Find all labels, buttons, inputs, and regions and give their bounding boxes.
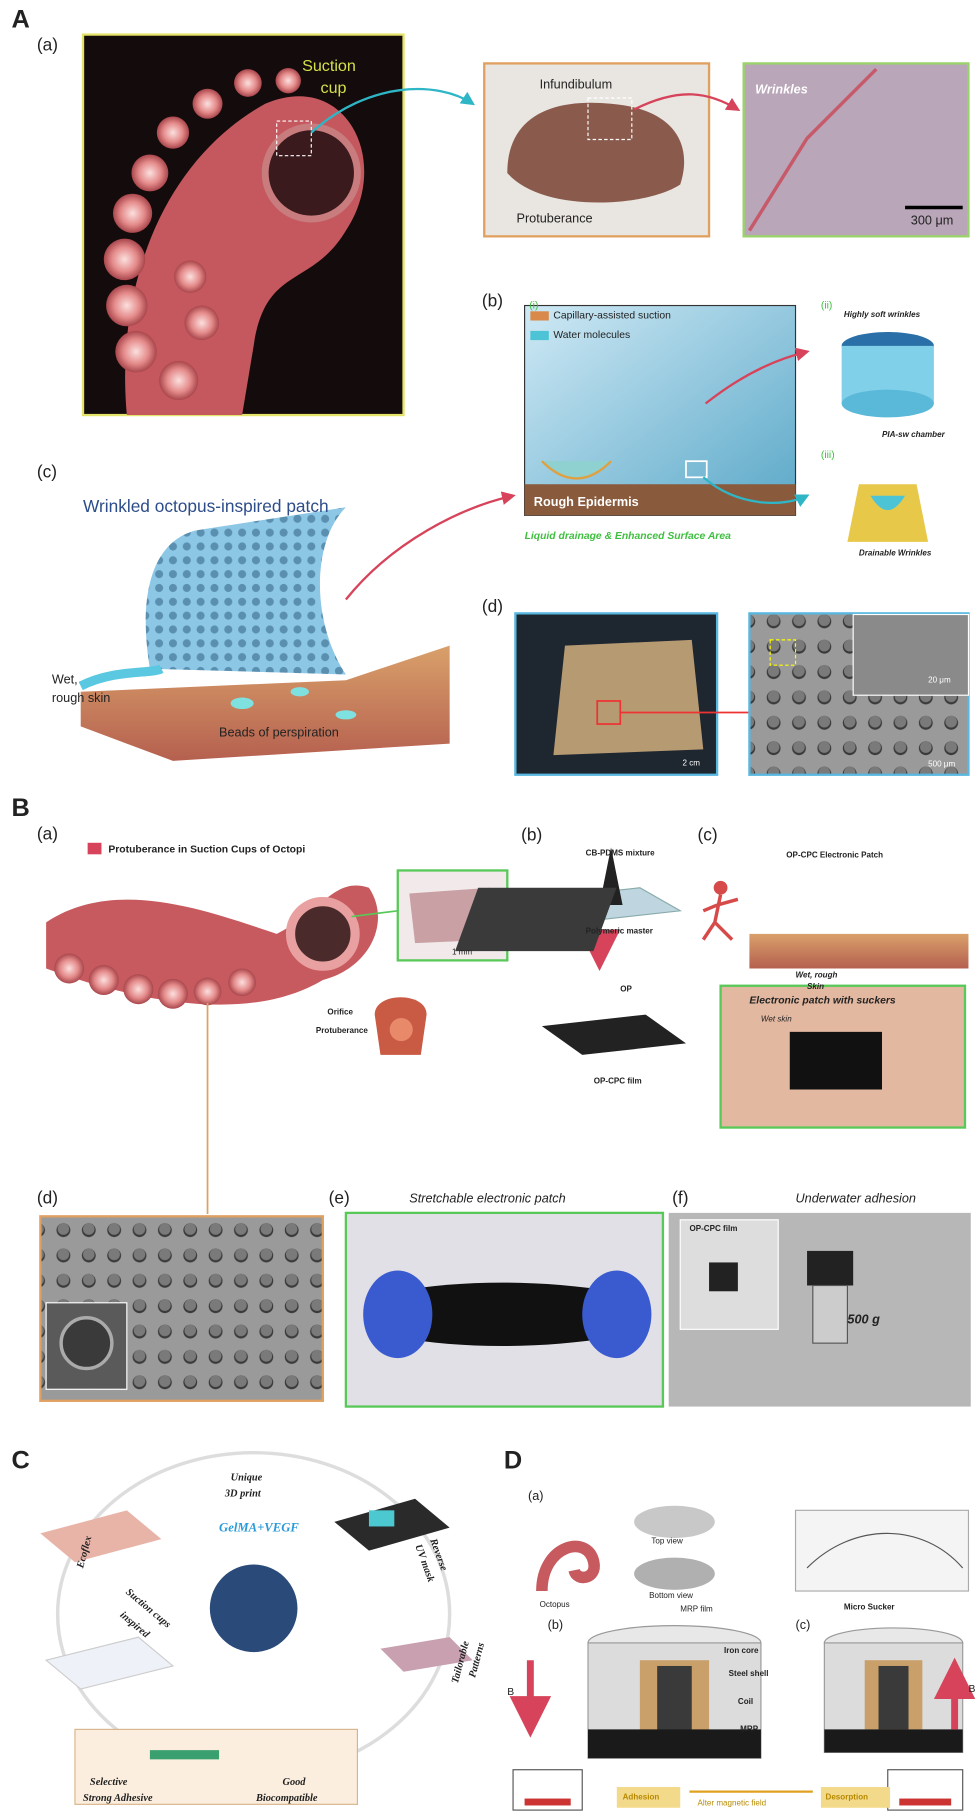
label: 20 μm (928, 675, 951, 684)
label: Protuberance in Suction Cups of Octopi (108, 844, 305, 855)
label: OP (620, 984, 632, 993)
label: Capillary-assisted suction (553, 311, 671, 322)
label: (i) (529, 300, 538, 311)
label: Steel shell (729, 1669, 769, 1678)
label: (iii) (821, 450, 835, 461)
label: (b) (521, 824, 542, 844)
label: (b) (548, 1618, 564, 1632)
label: B (968, 1684, 975, 1695)
label: Beads of perspiration (219, 726, 339, 740)
label: (f) (672, 1188, 688, 1208)
label: MRP film (680, 1605, 713, 1614)
label: Strong Adhesive (83, 1793, 153, 1804)
label: Unique (231, 1472, 263, 1483)
label: Wet, (52, 673, 78, 687)
panel-c-art (40, 1450, 473, 1805)
label: Highly soft wrinkles (844, 310, 921, 319)
label: Iron core (724, 1646, 759, 1655)
label: Wrinkled octopus-inspired patch (83, 496, 329, 516)
label: (c) (796, 1618, 811, 1632)
label: CB-PDMS mixture (586, 848, 656, 857)
label: 300 μm (911, 214, 954, 228)
label: PIA-sw chamber (882, 430, 946, 439)
label: Orifice (327, 1007, 353, 1016)
label: (a) (37, 35, 58, 55)
label: Octopus (540, 1600, 570, 1609)
label: (ii) (821, 300, 833, 311)
label: Stretchable electronic patch (409, 1191, 565, 1205)
label: Rough Epidermis (534, 495, 639, 509)
label: rough skin (52, 691, 110, 705)
label: Top view (651, 1537, 683, 1546)
label: B (507, 1687, 514, 1698)
label: Micro Sucker (844, 1602, 895, 1611)
label: Wet, rough (796, 970, 838, 979)
label: Protuberance (316, 1026, 368, 1035)
label: (a) (528, 1489, 544, 1503)
label: Skin (807, 982, 824, 991)
label: (e) (329, 1188, 350, 1208)
label: Suction (302, 57, 356, 75)
label: Adhesion (623, 1793, 660, 1802)
label: (b) (482, 291, 503, 311)
label: (c) (698, 824, 718, 844)
label: 500 μm (928, 760, 955, 769)
label: Bottom view (649, 1591, 693, 1600)
label: B (12, 794, 30, 822)
label: Wet skin (761, 1014, 792, 1023)
label: C (12, 1447, 30, 1475)
panel-b-art (39, 842, 971, 1408)
panel-d-art (509, 1505, 976, 1811)
label: (d) (37, 1188, 58, 1208)
label: OP-CPC film (689, 1224, 737, 1233)
label: 3D print (224, 1489, 262, 1500)
label: 2 cm (683, 758, 701, 767)
label: MRP (740, 1725, 759, 1734)
label: D (504, 1447, 522, 1475)
label: Protuberance (517, 211, 593, 225)
label: OP-CPC film (594, 1077, 642, 1086)
label: (c) (37, 461, 57, 481)
label: Polymeric master (586, 927, 654, 936)
label: 500 g (847, 1312, 880, 1326)
label: Wrinkles (755, 82, 808, 96)
label: Water molecules (553, 330, 630, 341)
label: cup (321, 79, 347, 97)
label: GelMA+VEGF (219, 1521, 299, 1535)
panel-a-art (78, 33, 970, 776)
label: OP-CPC Electronic Patch (786, 851, 883, 860)
label: Biocompatible (255, 1793, 318, 1804)
label: Coil (738, 1697, 753, 1706)
label: Good (282, 1777, 306, 1788)
label: Infundibulum (540, 78, 613, 92)
label: A (12, 5, 30, 33)
label: Alter magnetic field (698, 1798, 767, 1807)
label: Liquid drainage & Enhanced Surface Area (525, 531, 732, 542)
label: Selective (90, 1777, 128, 1788)
label: 1 mm (452, 947, 472, 956)
label: Underwater adhesion (796, 1191, 916, 1205)
label: Drainable Wrinkles (859, 549, 932, 558)
label: Electronic patch with suckers (749, 995, 895, 1006)
label: (a) (37, 823, 58, 843)
label: (d) (482, 596, 503, 616)
label: Desorption (825, 1793, 868, 1802)
